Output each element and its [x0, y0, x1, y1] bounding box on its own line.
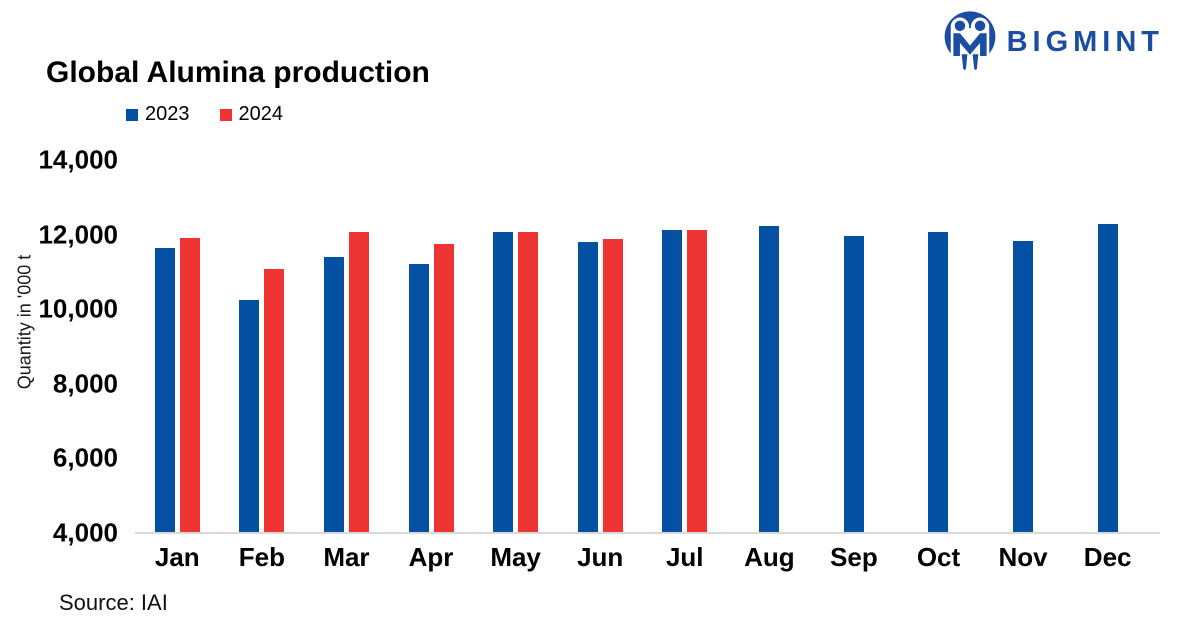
x-label-apr: Apr [408, 542, 454, 572]
legend-swatch-2023-icon [126, 108, 138, 121]
x-label-jan: Jan [154, 542, 200, 572]
bar-2024-jan [179, 238, 200, 533]
source-note: Source: IAI [59, 590, 168, 615]
x-label-oct: Oct [916, 542, 961, 572]
plot-area [135, 160, 1150, 533]
legend-swatch-2024-icon [219, 108, 232, 121]
month-group-nov [981, 160, 1066, 533]
x-label-nov: Nov [998, 542, 1048, 572]
month-group-jul [642, 160, 727, 533]
x-label-aug: Aug [744, 542, 795, 572]
month-group-oct [896, 160, 981, 533]
bar-2023-jul [662, 230, 683, 533]
y-tick-4000: 4,000 [52, 517, 118, 548]
bar-2023-jun [577, 242, 598, 533]
bar-2024-jul [687, 230, 708, 533]
month-group-sep [812, 160, 897, 533]
legend-item-2023: 2023 [126, 103, 190, 126]
bar-2023-feb [239, 300, 260, 533]
x-axis-labels: Jan Feb Mar Apr May Jun Jul Aug Sep Oct Nov Dec [135, 542, 1150, 573]
month-group-may [473, 160, 558, 533]
bar-2023-oct [928, 232, 949, 533]
bar-2024-may [518, 232, 539, 533]
bar-2023-sep [843, 236, 864, 533]
x-label-jul: Jul [665, 542, 704, 572]
bar-2023-dec [1097, 224, 1118, 533]
month-group-jan [135, 160, 220, 533]
bigmint-logo-icon [944, 11, 995, 74]
month-group-mar [304, 160, 389, 533]
bar-2023-apr [408, 264, 429, 533]
month-group-apr [389, 160, 474, 533]
month-group-aug [727, 160, 812, 533]
month-group-dec [1065, 160, 1150, 533]
x-label-feb: Feb [238, 542, 285, 572]
y-tick-14000: 14,000 [38, 144, 118, 175]
x-label-may: May [490, 542, 541, 572]
bar-2023-jan [154, 248, 175, 533]
bar-2023-may [493, 232, 514, 533]
bar-2024-apr [433, 244, 454, 533]
legend-item-2024: 2024 [219, 103, 284, 126]
x-label-jun: Jun [577, 542, 624, 572]
bar-2023-nov [1013, 241, 1034, 533]
x-axis-line [135, 532, 1160, 534]
bar-2024-jun [602, 239, 623, 533]
y-tick-6000: 6,000 [52, 442, 118, 473]
y-tick-10000: 10,000 [38, 293, 118, 324]
chart-legend: 2023 2024 [126, 103, 283, 126]
bar-2023-aug [759, 226, 780, 533]
chart-title: Global Alumina production [46, 56, 430, 89]
bigmint-logo: BIGMINT [942, 10, 1164, 74]
bar-2023-mar [323, 257, 344, 533]
legend-label-2024: 2024 [238, 103, 284, 125]
y-tick-8000: 8,000 [52, 368, 118, 399]
legend-label-2023: 2023 [145, 103, 190, 125]
x-label-dec: Dec [1083, 542, 1132, 572]
y-tick-12000: 12,000 [38, 219, 118, 250]
y-axis-tick-labels: 14,000 12,000 10,000 8,000 6,000 4,000 [0, 145, 118, 548]
bar-2024-feb [264, 269, 285, 533]
bigmint-logo-text: BIGMINT [1006, 26, 1164, 58]
bar-2024-mar [348, 232, 369, 533]
x-label-mar: Mar [323, 542, 370, 572]
month-group-jun [558, 160, 643, 533]
month-group-feb [220, 160, 305, 533]
x-label-sep: Sep [830, 542, 878, 572]
